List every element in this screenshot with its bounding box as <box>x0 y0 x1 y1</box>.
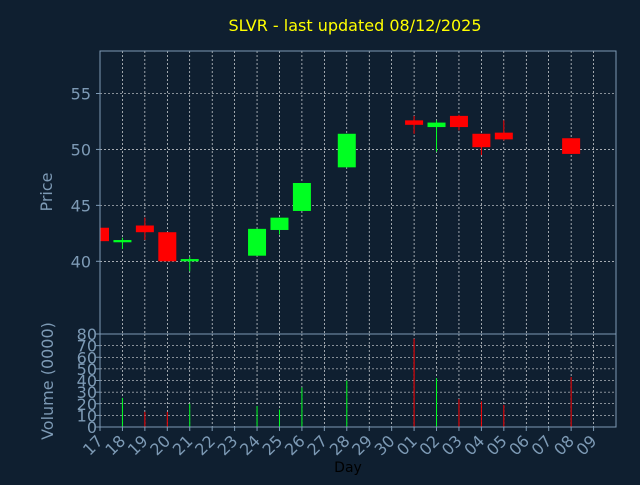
candle-body <box>248 228 267 256</box>
volume-panel-frame <box>99 333 617 428</box>
price-tick-label: 55 <box>71 85 91 104</box>
candle-body <box>562 138 581 154</box>
candlesticks <box>99 114 581 272</box>
candle-body <box>180 259 199 262</box>
candle-body <box>135 225 154 233</box>
x-tick-label: 09 <box>573 431 601 459</box>
volume-tick-label: 0 <box>87 418 97 437</box>
grid-layer <box>99 51 616 428</box>
candle-body <box>472 133 491 148</box>
candle-body <box>113 240 132 243</box>
volume-tick-label: 20 <box>77 395 97 414</box>
volume-axis-label: Volume (0000) <box>38 322 57 440</box>
candle-body <box>494 132 513 140</box>
candle-body <box>292 182 311 211</box>
candle-body <box>270 217 289 230</box>
price-tick-label: 45 <box>71 196 91 215</box>
price-tick-label: 40 <box>71 252 91 271</box>
price-tick-label: 50 <box>71 140 91 159</box>
volume-tick-label: 70 <box>77 337 97 356</box>
candle-body <box>449 115 468 128</box>
volume-bars <box>121 338 572 427</box>
candle-body <box>405 120 424 125</box>
candle-body <box>427 122 446 128</box>
volume-tick-label: 40 <box>77 372 97 391</box>
candle-body <box>158 232 177 262</box>
x-axis-label: Day <box>334 460 362 476</box>
volume-tick-label: 10 <box>77 406 97 425</box>
chart-title: SLVR - last updated 08/12/2025 <box>228 16 481 35</box>
volume-tick-label: 50 <box>77 360 97 379</box>
tick-labels: 4045505501020304050607080171819202122232… <box>71 85 601 460</box>
candle-body <box>337 133 356 168</box>
volume-tick-label: 30 <box>77 383 97 402</box>
price-axis-label: Price <box>37 172 56 211</box>
volume-tick-label: 80 <box>77 325 97 344</box>
volume-tick-label: 60 <box>77 348 97 367</box>
candle-body <box>100 227 109 242</box>
axes-layer <box>96 50 617 431</box>
